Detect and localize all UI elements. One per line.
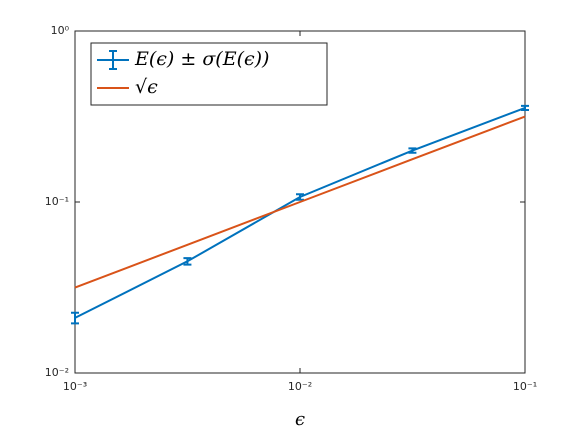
error-bar [521, 104, 529, 112]
error-bar [296, 193, 304, 201]
y-tick-label: 10⁰ [51, 24, 70, 37]
x-tick-label: 10⁻³ [63, 380, 87, 393]
legend-box [90, 42, 328, 106]
error-bar [408, 147, 417, 154]
series-line [74, 115, 526, 289]
x-tick-label: 10⁻¹ [513, 380, 537, 393]
y-tick-label: 10⁻² [45, 366, 69, 379]
y-tick-label: 10⁻¹ [45, 195, 69, 208]
legend-label: √ϵ [135, 76, 158, 98]
legend-label: E(ϵ) ± σ(E(ϵ)) [134, 48, 269, 70]
x-tick-label: 10⁻² [288, 380, 312, 393]
legend-swatch [109, 50, 117, 70]
error-bar [71, 311, 79, 325]
error-bar [183, 257, 192, 266]
x-axis-label: ϵ [295, 409, 305, 430]
